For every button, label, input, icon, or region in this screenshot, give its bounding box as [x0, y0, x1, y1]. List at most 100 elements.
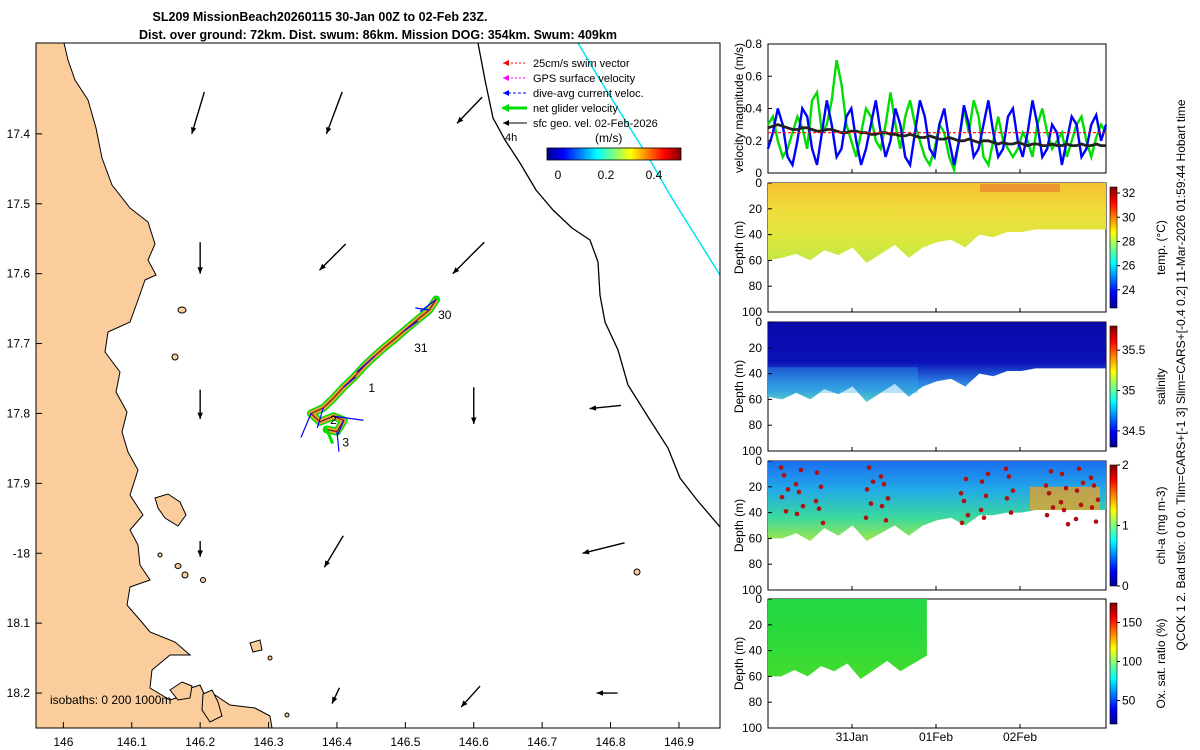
map-ytick-label: 17.8: [7, 406, 31, 420]
vel-ytick-label: 0: [755, 166, 762, 180]
chl-high-point: [778, 465, 784, 470]
vel-ytick-label: 0.2: [745, 134, 762, 148]
depth-tick-label: 20: [749, 341, 763, 355]
geo-vector-arrow: [197, 541, 203, 557]
chl-high-point: [785, 487, 791, 492]
depth-tick-label: 100: [742, 444, 762, 458]
depth-tick-label: 40: [749, 367, 763, 381]
dive-current-arrow: [403, 320, 419, 332]
cbar-tick-label: 34.5: [1122, 424, 1146, 438]
section-colorbar: [1109, 186, 1118, 309]
dive-current-arrow: [300, 413, 312, 438]
depth-tick-label: 80: [749, 695, 763, 709]
warm-surface-patch: [980, 184, 1060, 192]
chl-high-point: [1050, 505, 1056, 510]
chl-high-point: [813, 498, 819, 504]
chl-high-point: [883, 518, 889, 523]
map-ytick-label: 18.2: [7, 686, 31, 700]
section-colorbar: [1109, 464, 1118, 587]
cbar-tick-label: 1: [1122, 519, 1129, 533]
cbar-tick-label: 150: [1122, 616, 1142, 630]
map-panel: 30 31 1 23 146 146.1 146.2 146.3 146.4 146.5 146.…: [7, 42, 721, 749]
glider-track: 30 31 1 23: [300, 295, 452, 452]
depth-tick-label: 60: [749, 531, 763, 545]
cbar-tick-0: 0: [555, 168, 562, 182]
chl-high-point: [794, 511, 800, 517]
chl-high-point: [1063, 485, 1069, 491]
depth-tick-label: 0: [755, 454, 762, 468]
chl-high-point: [1059, 471, 1065, 477]
velocity-line: [766, 100, 1108, 169]
geo-velocity-vectors: [191, 91, 625, 708]
day-label: 3: [342, 435, 349, 449]
depth-tick-label: 60: [749, 669, 763, 683]
chl-high-point: [1095, 497, 1101, 503]
velocity-ylabel: velocity magnitude (m/s): [732, 43, 746, 173]
chl-high-point: [820, 520, 826, 526]
map-xtick-label: 146.4: [322, 735, 352, 749]
geo-vector-arrow: [589, 404, 622, 411]
day-label: 30: [438, 308, 452, 322]
cbar-tick-2: 0.4: [646, 168, 663, 182]
section-panel: 0 20 40 60 80 100 Depth (m) 0 1 2 chl-a (mg m-3): [732, 454, 1168, 597]
chl-high-point: [793, 481, 799, 487]
map-xtick-label: 146.6: [459, 735, 489, 749]
time-tick-label: 01Feb: [919, 730, 953, 744]
isobaths-label: isobaths: 0 200 1000m: [50, 693, 171, 707]
depth-ylabel: Depth (m): [732, 499, 746, 552]
section-colorbar: [1109, 602, 1118, 725]
map-xtick-label: 146.7: [527, 735, 557, 749]
geo-vector-arrow: [596, 690, 618, 696]
depth-tick-label: 100: [742, 305, 762, 319]
chl-high-point: [800, 503, 806, 509]
depth-tick-label: 40: [749, 506, 763, 520]
velocity-series: [766, 59, 1108, 175]
cbar-label: salinity: [1154, 368, 1168, 405]
cbar-tick-label: 100: [1122, 655, 1142, 669]
map-xtick-label: 146.8: [596, 735, 626, 749]
chl-high-point: [1046, 490, 1052, 496]
chl-max-patch: [1030, 486, 1100, 511]
depth-tick-label: 0: [755, 176, 762, 190]
cbar-tick-label: 2: [1122, 458, 1129, 472]
vel-ytick-label: 0.4: [745, 102, 762, 116]
chl-high-point: [881, 481, 887, 487]
map-ytick-label: 17.5: [7, 197, 31, 211]
chl-high-point: [868, 501, 874, 506]
geo-vector-arrow: [318, 243, 347, 271]
legend-geo: sfc geo. vel. 02-Feb-2026: [533, 118, 658, 130]
chl-high-point: [796, 489, 802, 495]
islands: [154, 306, 641, 723]
depth-ylabel: Depth (m): [732, 221, 746, 274]
vel-ytick-label: 0.6: [745, 69, 762, 83]
geo-vector-arrow: [460, 685, 481, 708]
chl-high-point: [963, 476, 969, 482]
coastline-land: [36, 43, 273, 728]
chl-high-point: [1088, 475, 1094, 481]
legend-swim: 25cm/s swim vector: [533, 58, 630, 70]
depth-tick-label: 80: [749, 557, 763, 571]
chl-high-point: [1008, 510, 1014, 515]
geo-vector-arrow: [191, 91, 206, 135]
chl-high-point: [1043, 483, 1049, 488]
geo-vector-arrow: [325, 91, 343, 135]
colorbar-title: (m/s): [595, 131, 622, 145]
map-xtick-label: 146.9: [664, 735, 694, 749]
depth-tick-label: 100: [742, 721, 762, 735]
section-panel: 0 20 40 60 80 100 Depth (m) 50 100 150 Ox. sat. ra…: [732, 592, 1168, 744]
chl-high-point: [781, 472, 787, 478]
chl-high-point: [779, 494, 785, 500]
chl-high-point: [1058, 499, 1064, 505]
velocity-y-ticks: 0 0.2 0.4 0.6 0.8: [745, 37, 772, 180]
net-velocity-arrow: [325, 428, 335, 445]
dive-current-arrow: [343, 376, 357, 388]
fresh-patch: [768, 367, 918, 393]
chl-high-point: [1010, 488, 1016, 493]
cbar-label: Ox. sat. ratio (%): [1154, 618, 1168, 708]
depth-ylabel: Depth (m): [732, 360, 746, 413]
geo-vector-arrow: [456, 96, 483, 124]
chl-high-point: [965, 512, 971, 518]
section-field: [768, 322, 1106, 402]
depth-tick-label: 60: [749, 253, 763, 267]
